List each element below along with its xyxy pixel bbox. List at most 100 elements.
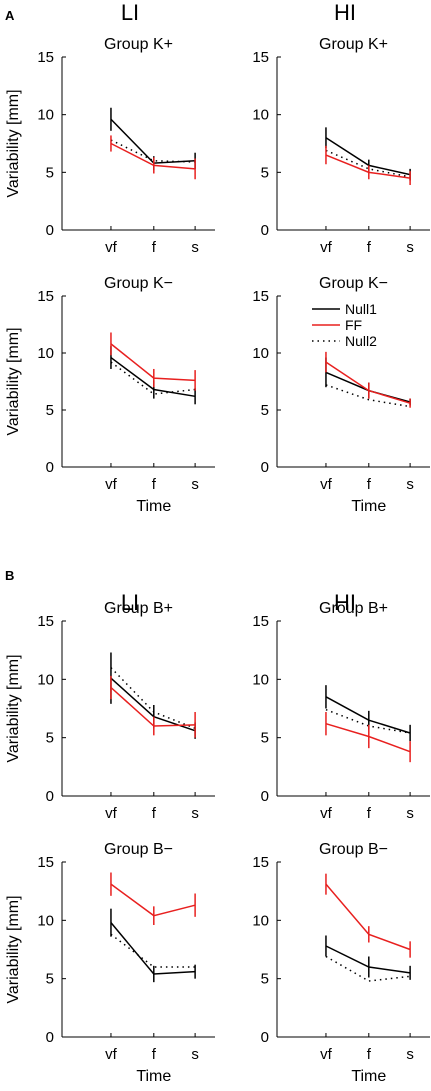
series-null2 <box>110 933 196 968</box>
y-axis-label: Variability [mm] <box>5 327 22 435</box>
x-tick-label-f: f <box>367 1046 372 1063</box>
x-tick-label-vf: vf <box>320 1046 333 1063</box>
y-tick-label: 10 <box>37 107 54 124</box>
x-tick-label-s: s <box>406 805 414 822</box>
legend-null1-label: Null1 <box>345 301 377 317</box>
series-null2 <box>110 361 196 395</box>
subplot-5: Group B+ 0 5 10 15 vf f s Variability [mm] <box>5 600 215 822</box>
y-tick-label: 10 <box>252 345 269 362</box>
series-ff <box>110 332 196 391</box>
x-tick-label-vf: vf <box>320 239 333 256</box>
y-tick-label: 5 <box>46 402 54 419</box>
x-tick-label-s: s <box>406 476 414 493</box>
x-tick-label-f: f <box>152 239 157 256</box>
y-tick-label: 15 <box>37 49 54 66</box>
x-axis-label: Time <box>351 1068 386 1085</box>
x-tick-label-f: f <box>152 805 157 822</box>
y-tick-label: 0 <box>46 459 54 476</box>
subplot-title: Group K+ <box>104 36 173 53</box>
legend-null2-label: Null2 <box>345 333 377 349</box>
legend: Null1 FF Null2 <box>312 301 377 349</box>
series-line-ff <box>325 361 411 404</box>
y-tick-label: 10 <box>37 345 54 362</box>
x-axis-label: Time <box>351 498 386 515</box>
column-title-li-b: LI <box>121 590 139 615</box>
subplot-7: Group B− 0 5 10 15 vf f s Variability [mm] Time <box>5 841 215 1085</box>
series-line-ff <box>110 343 196 382</box>
series-line-null1 <box>325 137 411 176</box>
series-line-ff <box>325 154 411 179</box>
y-tick-label: 0 <box>46 788 54 805</box>
series-ff <box>325 712 411 763</box>
x-tick-label-f: f <box>367 476 372 493</box>
x-tick-label-vf: vf <box>105 805 118 822</box>
y-tick-label: 5 <box>46 730 54 747</box>
y-tick-label: 5 <box>261 730 269 747</box>
y-tick-label: 15 <box>252 854 269 871</box>
x-tick-label-f: f <box>152 476 157 493</box>
x-tick-label-vf: vf <box>105 1046 118 1063</box>
series-null2 <box>325 149 411 178</box>
x-tick-label-s: s <box>191 239 199 256</box>
series-null2 <box>325 384 411 408</box>
y-tick-label: 0 <box>261 459 269 476</box>
series-line-null1 <box>110 677 196 732</box>
series-line-null2 <box>325 149 411 178</box>
y-tick-label: 5 <box>261 402 269 419</box>
series-line-ff <box>110 142 196 170</box>
subplot-title: Group B+ <box>319 600 388 617</box>
y-tick-label: 0 <box>261 222 269 239</box>
series-line-null2 <box>325 384 411 408</box>
x-tick-label-vf: vf <box>320 805 333 822</box>
x-tick-label-vf: vf <box>105 476 118 493</box>
y-tick-label: 15 <box>37 613 54 630</box>
y-tick-label: 15 <box>252 49 269 66</box>
legend-ff-label: FF <box>345 317 362 333</box>
y-tick-label: 0 <box>261 788 269 805</box>
series-null1 <box>325 357 411 406</box>
x-tick-label-f: f <box>367 805 372 822</box>
y-axis-label: Variability [mm] <box>5 89 22 197</box>
subplot-3: Group K− 0 5 10 15 vf f s Variability [mm] Time <box>5 275 215 515</box>
series-line-null2 <box>110 139 196 163</box>
x-tick-label-vf: vf <box>320 476 333 493</box>
series-ff <box>325 145 411 186</box>
x-tick-label-s: s <box>191 476 199 493</box>
x-tick-label-f: f <box>152 1046 157 1063</box>
x-axis-label: Time <box>136 1068 171 1085</box>
series-null2 <box>110 139 196 163</box>
y-tick-label: 10 <box>252 671 269 688</box>
series-null2 <box>325 955 411 982</box>
x-tick-label-vf: vf <box>105 239 118 256</box>
column-title-li-a: LI <box>121 0 139 25</box>
y-tick-label: 5 <box>261 971 269 988</box>
x-tick-label-f: f <box>367 239 372 256</box>
y-tick-label: 15 <box>37 288 54 305</box>
series-null1 <box>110 908 196 983</box>
x-tick-label-s: s <box>406 239 414 256</box>
y-tick-label: 0 <box>261 1029 269 1046</box>
y-axis-label: Variability [mm] <box>5 654 22 762</box>
series-line-null1 <box>110 118 196 164</box>
series-line-ff <box>325 722 411 753</box>
series-null1 <box>110 107 196 171</box>
y-tick-label: 5 <box>46 164 54 181</box>
subplot-1: Group K+ 0 5 10 15 vf f s Variability [mm] <box>5 36 215 256</box>
y-tick-label: 10 <box>252 107 269 124</box>
series-line-null2 <box>110 933 196 968</box>
y-tick-label: 0 <box>46 222 54 239</box>
series-line-ff <box>110 686 196 727</box>
y-tick-label: 5 <box>46 971 54 988</box>
column-title-hi-b: HI <box>334 590 356 615</box>
series-ff <box>110 135 196 180</box>
y-tick-label: 5 <box>261 164 269 181</box>
y-tick-label: 15 <box>37 854 54 871</box>
series-line-ff <box>325 883 411 951</box>
y-axis-label: Variability [mm] <box>5 895 22 1003</box>
column-title-hi-a: HI <box>334 0 356 25</box>
series-ff <box>325 351 411 408</box>
x-axis-label: Time <box>136 498 171 515</box>
subplot-title: Group B− <box>104 841 173 858</box>
